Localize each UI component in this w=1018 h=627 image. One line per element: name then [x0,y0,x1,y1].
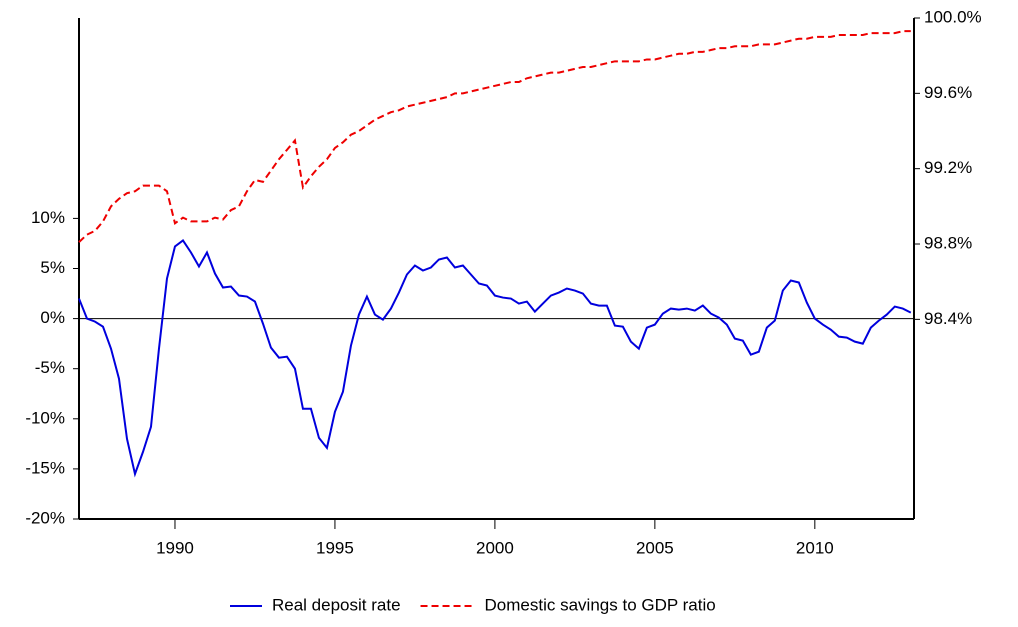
y-tick-label: -15% [25,458,65,477]
y-tick-label: 0% [40,308,65,327]
x-tick-label: 1995 [316,538,354,557]
y-tick-label: -10% [25,408,65,427]
y2-tick-label: 98.8% [924,233,972,252]
x-tick-label: 1990 [156,538,194,557]
y2-tick-label: 100.0% [924,7,982,26]
y-tick-label: 10% [31,208,65,227]
x-tick-label: 2000 [476,538,514,557]
series-line [78,239,912,478]
y-tick-label: -20% [25,508,65,527]
legend-label: Domestic savings to GDP ratio [485,595,716,614]
y2-tick-label: 98.4% [924,309,972,328]
x-tick-label: 2005 [636,538,674,557]
legend-label: Real deposit rate [272,595,401,614]
y2-tick-label: 99.2% [924,158,972,177]
series-line [78,30,911,243]
y-tick-label: -5% [35,358,65,377]
x-tick-label: 2010 [796,538,834,557]
y2-tick-label: 99.6% [924,83,972,102]
y-tick-label: 5% [40,258,65,277]
